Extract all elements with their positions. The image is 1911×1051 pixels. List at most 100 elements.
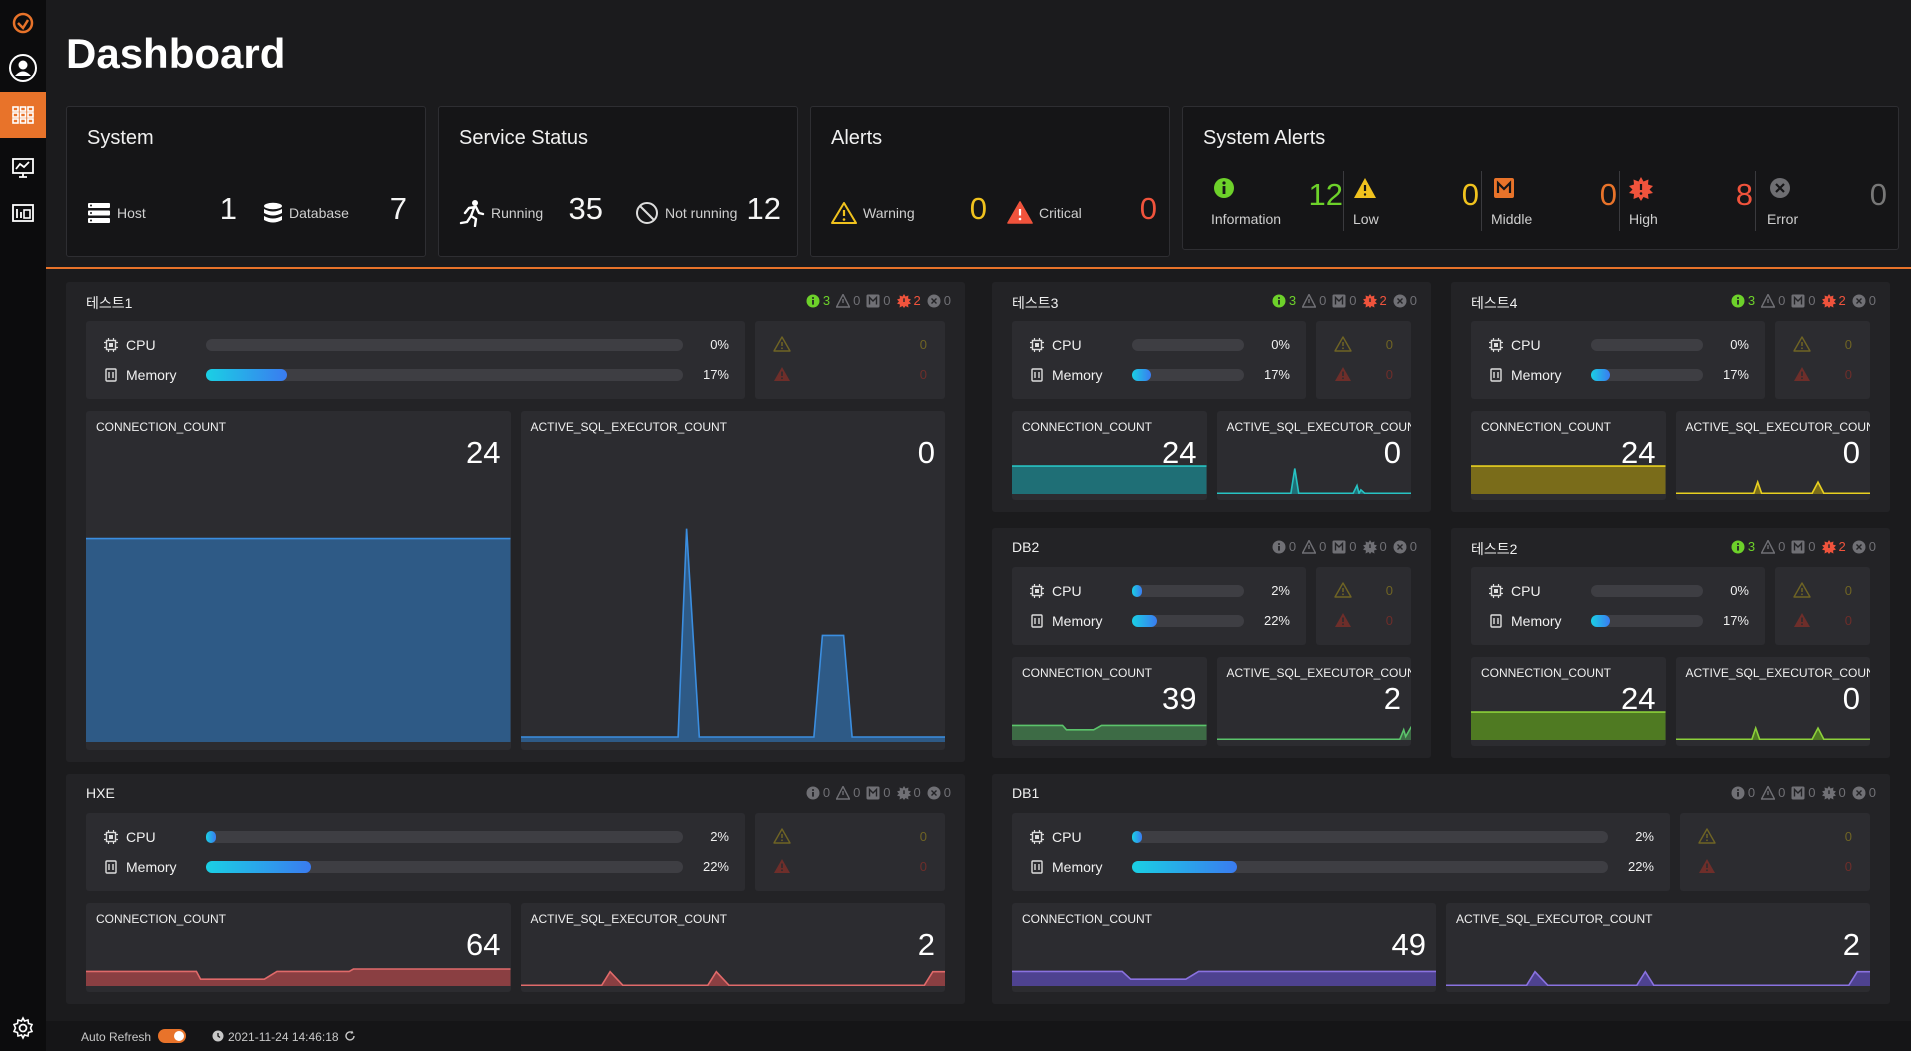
- badge-info-icon: 0: [1731, 785, 1755, 800]
- monitor-chart-icon[interactable]: [0, 145, 46, 191]
- memory-row: Memory: [104, 366, 177, 384]
- metric-sparkline: [1012, 724, 1207, 740]
- metric-value: 64: [466, 927, 501, 962]
- sa-information-value: 12: [1308, 177, 1343, 212]
- sparkline-area: [1012, 466, 1207, 494]
- metric-card[interactable]: CONNECTION_COUNT 24: [1471, 657, 1666, 746]
- db-panel[interactable]: 테스트1 3 0 0 2 0 CPU 0% Memory 17% 0 0 CONNECTI…: [66, 282, 965, 762]
- metric-card[interactable]: ACTIVE_SQL_EXECUTOR_COUNT 0: [520, 411, 945, 750]
- settings-gear-icon[interactable]: [0, 1005, 46, 1051]
- badge-error-icon: 0: [927, 293, 951, 308]
- panel-alerts: 0 0: [1316, 321, 1411, 399]
- sparkline-line: [1216, 726, 1411, 740]
- server-icon: [88, 203, 110, 223]
- metric-card[interactable]: ACTIVE_SQL_EXECUTOR_COUNT 0: [1216, 411, 1411, 500]
- memory-label: Memory: [1052, 613, 1103, 629]
- memory-row: Memory: [1489, 612, 1562, 630]
- cpu-row: CPU: [1489, 336, 1541, 354]
- metric-card[interactable]: ACTIVE_SQL_EXECUTOR_COUNT 2: [520, 903, 945, 992]
- metric-sparkline: [520, 528, 945, 742]
- metric-card[interactable]: ACTIVE_SQL_EXECUTOR_COUNT 2: [1446, 903, 1870, 992]
- user-profile-icon[interactable]: [0, 45, 46, 91]
- db-panel[interactable]: 테스트3 3 0 0 2 0 CPU 0% Memory 17% 0 0 CONNECTI…: [992, 282, 1431, 512]
- memory-bar-fill: [206, 861, 311, 873]
- database-value: 7: [389, 191, 407, 226]
- badge-info-icon: 3: [806, 293, 830, 308]
- memory-icon: [1030, 368, 1044, 382]
- system-alerts-title: System Alerts: [1203, 127, 1326, 149]
- metric-sparkline: [1012, 970, 1436, 986]
- db-panel[interactable]: 테스트4 3 0 0 2 0 CPU 0% Memory 17% 0 0 CONNECTI…: [1451, 282, 1890, 512]
- metric-card[interactable]: CONNECTION_COUNT 39: [1012, 657, 1207, 746]
- panel-alerts: 0 0: [1316, 567, 1411, 645]
- metric-card[interactable]: CONNECTION_COUNT 49: [1012, 903, 1436, 992]
- db-panel[interactable]: HXE 0 0 0 0 0 CPU 2% Memory 22% 0 0 CONNECTIO…: [66, 774, 965, 1004]
- metric-value: 39: [1162, 681, 1197, 716]
- metric-value: 24: [1621, 435, 1656, 470]
- memory-icon: [104, 860, 118, 874]
- cpu-chip-icon: [1030, 830, 1044, 844]
- metric-value: 2: [917, 927, 935, 962]
- sa-error-value: 0: [1869, 177, 1887, 212]
- logo-icon[interactable]: [0, 0, 46, 46]
- memory-bar: [1132, 369, 1244, 381]
- resource-usage: CPU 0% Memory 17%: [1471, 567, 1765, 645]
- badge-error-icon: 0: [1852, 785, 1876, 800]
- report-icon[interactable]: [0, 190, 46, 236]
- panel-warning-icon: [1334, 582, 1352, 600]
- cpu-percent: 2%: [1271, 583, 1290, 598]
- sparkline-area: [1471, 466, 1666, 494]
- sparkline-area: [1012, 725, 1207, 740]
- not-running-stat: Not running: [635, 195, 737, 231]
- badge-error-icon: 0: [1393, 293, 1417, 308]
- metric-card[interactable]: CONNECTION_COUNT 24: [86, 411, 511, 750]
- badge-high-icon: 2: [1362, 293, 1387, 308]
- db-panel[interactable]: DB2 0 0 0 0 0 CPU 2% Memory 22% 0 0 CONNECTIO…: [992, 528, 1431, 758]
- metric-card[interactable]: CONNECTION_COUNT 64: [86, 903, 511, 992]
- running-person-icon: [459, 200, 485, 227]
- metric-label: CONNECTION_COUNT: [96, 420, 227, 434]
- badge-middle-icon: 0: [1791, 539, 1816, 554]
- panel-critical-value: 0: [1844, 613, 1852, 628]
- running-stat: Running: [459, 195, 543, 231]
- metric-card[interactable]: ACTIVE_SQL_EXECUTOR_COUNT 0: [1675, 657, 1870, 746]
- running-value: 35: [568, 191, 603, 226]
- memory-row: Memory: [1030, 612, 1103, 630]
- metric-card[interactable]: ACTIVE_SQL_EXECUTOR_COUNT 0: [1675, 411, 1870, 500]
- metric-label: CONNECTION_COUNT: [1022, 666, 1153, 680]
- panel-critical-icon: [773, 366, 791, 384]
- metric-card[interactable]: CONNECTION_COUNT 24: [1012, 411, 1207, 500]
- cpu-label: CPU: [1511, 337, 1541, 353]
- panel-warning-value: 0: [1844, 337, 1852, 352]
- service-status-card: Service Status Running 35 Not running 12: [438, 106, 798, 257]
- panel-alerts: 0 0: [1775, 567, 1870, 645]
- badge-middle-icon: 0: [1332, 293, 1357, 308]
- cpu-chip-icon: [104, 830, 118, 844]
- dashboard-grid-icon[interactable]: [0, 92, 46, 138]
- host-value: 1: [219, 191, 237, 226]
- refresh-icon[interactable]: [344, 1030, 356, 1042]
- sparkline-line: [1446, 970, 1870, 986]
- metric-label: CONNECTION_COUNT: [1022, 420, 1153, 434]
- metric-sparkline: [1216, 726, 1411, 740]
- memory-label: Memory: [1052, 367, 1103, 383]
- clock-icon: [212, 1030, 224, 1042]
- system-alerts-card: System Alerts Information 12 Low 0 Middl…: [1182, 106, 1899, 250]
- panel-warning-icon: [1334, 336, 1352, 354]
- alerts-title: Alerts: [831, 127, 883, 149]
- badge-middle-icon: 0: [1332, 539, 1357, 554]
- metric-label: CONNECTION_COUNT: [1481, 420, 1612, 434]
- panel-alerts: 0 0: [755, 321, 945, 399]
- memory-icon: [1489, 614, 1503, 628]
- sa-low-label: Low: [1353, 211, 1379, 227]
- metric-card[interactable]: CONNECTION_COUNT 24: [1471, 411, 1666, 500]
- db-panel[interactable]: DB1 0 0 0 0 0 CPU 2% Memory 22% 0 0 CONNECTIO…: [992, 774, 1890, 1004]
- auto-refresh-toggle[interactable]: [158, 1029, 186, 1043]
- metric-sparkline: [1675, 725, 1870, 740]
- memory-percent: 22%: [702, 859, 729, 874]
- memory-icon: [1030, 860, 1044, 874]
- metric-card[interactable]: ACTIVE_SQL_EXECUTOR_COUNT 2: [1216, 657, 1411, 746]
- sa-error-label: Error: [1767, 211, 1799, 227]
- db-panel[interactable]: 테스트2 3 0 0 2 0 CPU 0% Memory 17% 0 0 CONNECTI…: [1451, 528, 1890, 758]
